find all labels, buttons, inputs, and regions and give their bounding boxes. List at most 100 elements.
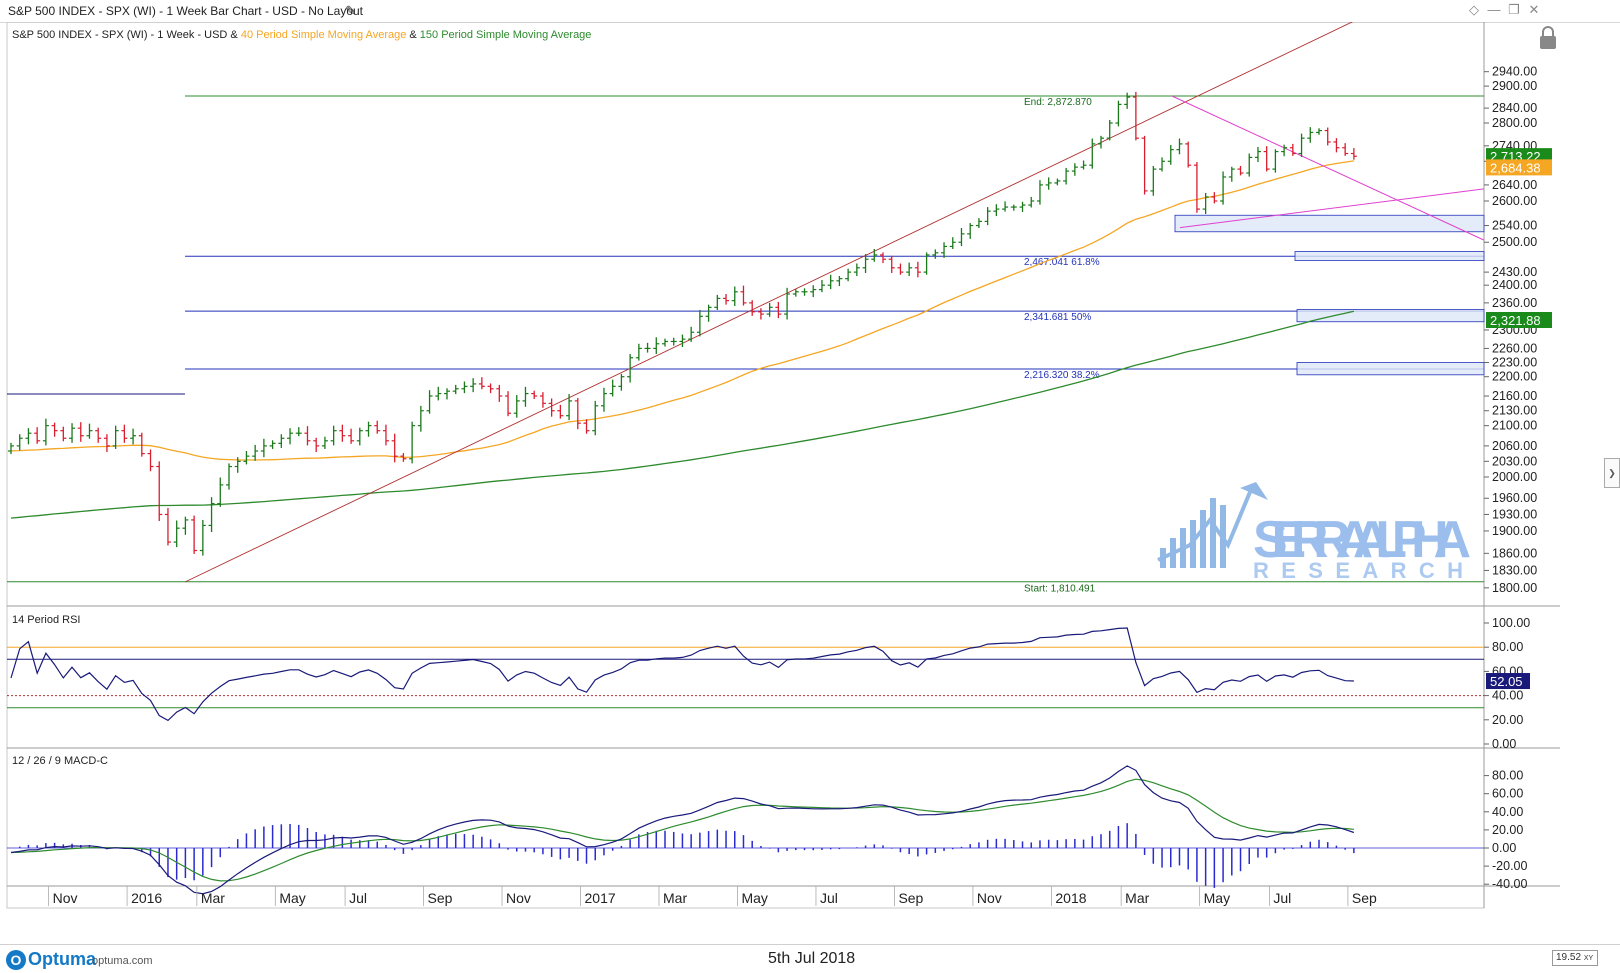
time-axis-label: Sep xyxy=(1352,890,1377,906)
time-axis-label: May xyxy=(741,890,767,906)
zoom-value: 19.52 xyxy=(1556,952,1582,963)
support-zone xyxy=(1296,362,1485,376)
title-bar: S&P 500 INDEX - SPX (WI) - 1 Week Bar Ch… xyxy=(0,0,1620,23)
optuma-logo-icon: O xyxy=(6,950,26,971)
support-zone xyxy=(1296,309,1485,323)
grid-layer: End: 2,872.870 Start: 1,810.491 2,467.041 … xyxy=(7,95,1485,595)
price-tick-label: 2000.00 xyxy=(1492,470,1537,484)
fib-level-label: 2,216.320 38.2% xyxy=(1024,370,1100,381)
close-icon[interactable]: ✕ xyxy=(1528,2,1540,17)
price-tick-label: 2430.00 xyxy=(1492,265,1537,279)
zoom-field[interactable]: 19.52 XY xyxy=(1552,950,1598,966)
price-legend: S&P 500 INDEX - SPX (WI) - 1 Week - USD … xyxy=(12,29,591,41)
time-axis-label: Nov xyxy=(506,890,531,906)
fib-level-label: 2,467.041 61.8% xyxy=(1024,257,1100,268)
watermark-logo xyxy=(1157,482,1268,568)
ma150-line xyxy=(10,310,1355,519)
rsi-line xyxy=(10,627,1354,722)
macd-tick-label: 0.00 xyxy=(1492,841,1516,855)
start-level-label: Start: 1,810.491 xyxy=(1024,584,1096,595)
time-axis-label: Nov xyxy=(53,890,78,906)
end-level-label: End: 2,872.870 xyxy=(1024,97,1092,108)
zoom-suffix: XY xyxy=(1583,955,1594,962)
lock-icon[interactable] xyxy=(1540,26,1556,49)
chart-canvas[interactable]: SIERRA ALPHA RESEARCH End: 2,872.870 Star… xyxy=(0,22,1620,944)
time-axis-label: Sep xyxy=(898,890,923,906)
price-tick-label: 1830.00 xyxy=(1492,563,1537,577)
diamond-icon[interactable]: ◇ xyxy=(1469,2,1479,17)
price-tick-label: 2940.00 xyxy=(1492,65,1537,79)
price-tick-label: 1960.00 xyxy=(1492,491,1537,505)
fib-level-label: 2,341.681 50% xyxy=(1024,312,1091,323)
support-trend-line xyxy=(1179,188,1485,229)
time-axis-label: Jul xyxy=(1273,890,1291,906)
watermark-title: SIERRA ALPHA xyxy=(1253,511,1471,569)
rsi-tick-label: 20.00 xyxy=(1492,713,1523,727)
legend-ma150: 150 Period Simple Moving Average xyxy=(420,29,592,41)
price-tick-label: 2640.00 xyxy=(1492,178,1537,192)
rsi-tick-label: 0.00 xyxy=(1492,737,1516,751)
time-axis-label: May xyxy=(279,890,305,906)
price-tick-label: 2540.00 xyxy=(1492,219,1537,233)
uptrend-line xyxy=(184,22,1354,583)
watermark-subtitle: RESEARCH xyxy=(1253,558,1471,583)
window-title: S&P 500 INDEX - SPX (WI) - 1 Week Bar Ch… xyxy=(8,4,364,18)
price-tag: 2,684.38 xyxy=(1490,160,1541,175)
price-layer xyxy=(8,22,1485,583)
macd-title: 12 / 26 / 9 MACD-C xyxy=(12,755,108,767)
axis-layer: 2940.002900.002840.002800.002740.002700.… xyxy=(48,65,1552,906)
price-tag-bg xyxy=(1486,159,1552,176)
restore-icon[interactable]: ❐ xyxy=(1508,2,1520,17)
macd-tick-label: 60.00 xyxy=(1492,787,1523,801)
price-tick-label: 2200.00 xyxy=(1492,370,1537,384)
rsi-tick-label: 100.00 xyxy=(1492,616,1530,630)
support-zone xyxy=(1294,251,1485,261)
price-tick-label: 2900.00 xyxy=(1492,79,1537,93)
macd-tick-label: -40.00 xyxy=(1492,877,1527,891)
minimize-icon[interactable]: — xyxy=(1487,2,1501,17)
time-axis-label: May xyxy=(1204,890,1230,906)
pencil-icon[interactable]: ✎ xyxy=(345,3,356,18)
price-tick-label: 1900.00 xyxy=(1492,524,1537,538)
footer-date: 5th Jul 2018 xyxy=(768,950,856,967)
price-tick-label: 2600.00 xyxy=(1492,194,1537,208)
optuma-url[interactable]: optuma.com xyxy=(92,955,153,967)
support-zone xyxy=(1174,214,1485,233)
scroll-right-button[interactable]: ❯ xyxy=(1604,458,1620,488)
macd-tick-label: 40.00 xyxy=(1492,805,1523,819)
time-axis-label: Mar xyxy=(663,890,687,906)
price-tick-label: 2060.00 xyxy=(1492,439,1537,453)
price-tick-label: 1930.00 xyxy=(1492,507,1537,521)
macd-line xyxy=(10,765,1355,895)
rsi-tick-label: 40.00 xyxy=(1492,689,1523,703)
time-axis-label: Jul xyxy=(349,890,367,906)
price-tick-label: 2360.00 xyxy=(1492,296,1537,310)
macd-tick-label: -20.00 xyxy=(1492,859,1527,873)
legend-prefix: S&P 500 INDEX - SPX (WI) - 1 Week - USD … xyxy=(12,29,241,41)
time-axis-label: 2018 xyxy=(1055,890,1086,906)
downtrend-line xyxy=(1171,95,1485,241)
price-tag-bg xyxy=(1486,311,1552,328)
price-tick-label: 2800.00 xyxy=(1492,116,1537,130)
price-tag: 2,321.88 xyxy=(1490,313,1541,328)
price-tick-label: 2230.00 xyxy=(1492,355,1537,369)
ma40-line xyxy=(10,160,1354,461)
time-axis-label: Mar xyxy=(201,890,225,906)
macd-tick-label: 20.00 xyxy=(1492,823,1523,837)
time-axis-label: 2016 xyxy=(131,890,162,906)
price-tick-label: 2260.00 xyxy=(1492,341,1537,355)
price-tick-label: 2500.00 xyxy=(1492,235,1537,249)
price-tick-label: 1860.00 xyxy=(1492,546,1537,560)
price-tick-label: 2840.00 xyxy=(1492,101,1537,115)
price-tick-label: 2130.00 xyxy=(1492,404,1537,418)
rsi-layer xyxy=(7,627,1484,722)
macd-tick-label: 80.00 xyxy=(1492,769,1523,783)
optuma-logo: O Optuma xyxy=(6,949,96,971)
rsi-tick-label: 80.00 xyxy=(1492,640,1523,654)
macd-layer xyxy=(7,765,1484,895)
time-axis-label: Nov xyxy=(977,890,1002,906)
price-tick-label: 2100.00 xyxy=(1492,419,1537,433)
price-tick-label: 1800.00 xyxy=(1492,581,1537,595)
rsi-tag-bg xyxy=(1486,673,1530,690)
time-axis-label: Jul xyxy=(820,890,838,906)
